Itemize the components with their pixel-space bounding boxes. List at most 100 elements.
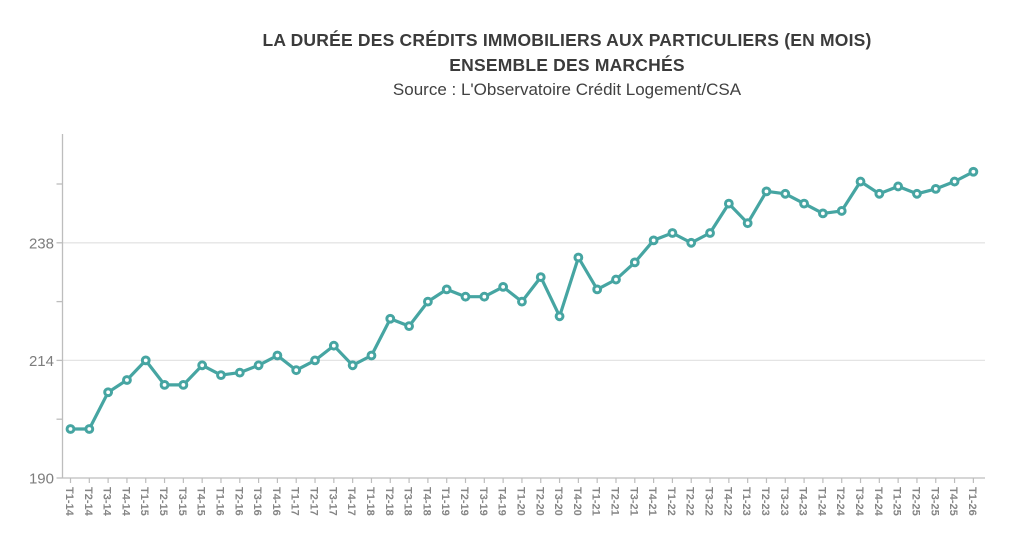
x-tick-label: T2-24: [834, 487, 846, 517]
x-tick-label: T4-20: [571, 487, 583, 516]
x-tick-label: T3-21: [627, 487, 639, 516]
data-point-marker: [272, 350, 283, 361]
data-point-marker: [216, 370, 226, 381]
data-point-marker: [404, 321, 414, 332]
x-tick-label: T4-15: [195, 487, 207, 516]
chart-header: LA DURÉE DES CRÉDITS IMMOBILIERS AUX PAR…: [110, 28, 1024, 102]
data-point-marker: [498, 282, 509, 292]
x-tick-label: T1-25: [891, 487, 903, 516]
x-tick-label: T3-24: [853, 487, 865, 517]
data-point-marker: [949, 176, 960, 187]
y-tick-label: 238: [29, 235, 54, 252]
x-tick-label: T2-19: [458, 487, 470, 516]
data-point-marker: [517, 296, 527, 307]
data-points: [65, 166, 979, 434]
x-tick-label: T3-23: [778, 487, 790, 516]
x-tick-label: T1-21: [590, 487, 602, 516]
data-point-marker: [385, 313, 396, 324]
data-point-marker: [818, 208, 828, 219]
x-tick-label: T2-18: [383, 487, 395, 516]
data-point-marker: [84, 424, 95, 434]
x-axis-labels: T1-14 T2-14 T3-14 T4-14 T1-15 T2-15 T3-15 T4-15…: [63, 478, 978, 517]
data-point-marker: [197, 360, 208, 371]
x-tick-label: T4-25: [947, 487, 959, 516]
x-tick-label: T3-20: [552, 487, 564, 516]
data-point-marker: [422, 296, 433, 307]
x-tick-label: T1-20: [514, 487, 526, 516]
data-point-marker: [554, 311, 565, 322]
data-point-marker: [780, 188, 791, 199]
x-tick-label: T2-23: [759, 487, 771, 516]
data-point-marker: [667, 228, 678, 238]
x-tick-label: T1-15: [138, 487, 150, 516]
data-point-marker: [686, 237, 697, 248]
data-point-marker: [592, 284, 603, 295]
x-tick-label: T4-22: [721, 487, 733, 516]
x-tick-label: T1-23: [740, 487, 752, 516]
x-tick-label: T2-14: [82, 487, 94, 517]
data-point-marker: [912, 188, 922, 199]
data-point-marker: [648, 235, 659, 246]
y-tick-label: 190: [29, 471, 54, 488]
data-point-marker: [535, 272, 546, 283]
x-tick-label: T2-21: [608, 487, 620, 516]
x-tick-label: T3-19: [477, 487, 489, 516]
x-tick-label: T1-16: [213, 487, 225, 516]
x-tick-label: T1-22: [665, 487, 677, 516]
x-tick-label: T3-25: [928, 487, 940, 516]
data-point-marker: [705, 228, 715, 238]
data-point-marker: [874, 188, 885, 199]
x-tick-label: T2-20: [533, 487, 545, 516]
x-tick-label: T1-24: [815, 487, 827, 517]
chart-source: Source : L'Observatoire Crédit Logement/…: [392, 80, 742, 99]
x-tick-label: T4-24: [872, 487, 884, 517]
x-tick-label: T4-14: [119, 487, 131, 517]
x-tick-label: T1-19: [439, 487, 451, 516]
x-tick-label: T3-17: [326, 487, 338, 516]
data-point-marker: [310, 355, 320, 366]
x-tick-label: T3-14: [101, 487, 113, 517]
data-point-marker: [159, 380, 170, 390]
data-point-marker: [742, 218, 753, 229]
x-tick-label: T3-18: [402, 487, 414, 516]
chart-title: LA DURÉE DES CRÉDITS IMMOBILIERS AUX PAR…: [262, 30, 872, 50]
data-point-marker: [366, 350, 377, 361]
data-point-marker: [441, 284, 452, 295]
x-tick-label: T1-14: [63, 487, 75, 517]
data-point-marker: [573, 252, 584, 263]
x-tick-label: T2-17: [308, 487, 320, 516]
x-tick-label: T4-21: [646, 487, 658, 516]
chart-subtitle: ENSEMBLE DES MARCHÉS: [449, 55, 685, 75]
x-tick-label: T1-26: [966, 487, 978, 516]
data-point-marker: [65, 424, 76, 434]
data-point-marker: [234, 367, 245, 378]
data-point-marker: [122, 375, 132, 385]
data-point-marker: [140, 355, 151, 366]
data-point-marker: [347, 360, 358, 371]
x-tick-label: T4-23: [797, 487, 809, 516]
data-point-marker: [328, 340, 339, 351]
gridlines: [62, 242, 985, 362]
data-point-marker: [611, 274, 621, 285]
data-point-marker: [178, 380, 189, 390]
x-tick-label: T2-22: [684, 487, 696, 516]
x-tick-label: T4-16: [270, 487, 282, 516]
data-point-marker: [893, 181, 904, 192]
x-tick-label: T2-15: [157, 487, 169, 516]
axes: [56, 134, 985, 479]
x-tick-label: T2-16: [232, 487, 244, 516]
data-point-marker: [723, 198, 734, 209]
x-tick-label: T3-16: [251, 487, 263, 516]
data-point-marker: [799, 198, 809, 209]
data-point-marker: [968, 166, 979, 177]
y-tick-label: 214: [29, 353, 54, 370]
y-axis-labels: 190 214 238: [29, 235, 54, 487]
data-point-marker: [253, 360, 264, 371]
x-tick-label: T1-18: [364, 487, 376, 516]
x-tick-label: T3-22: [703, 487, 715, 516]
x-tick-label: T1-17: [289, 487, 301, 516]
data-point-marker: [855, 176, 866, 187]
data-point-marker: [291, 365, 302, 376]
data-point-marker: [479, 291, 490, 302]
